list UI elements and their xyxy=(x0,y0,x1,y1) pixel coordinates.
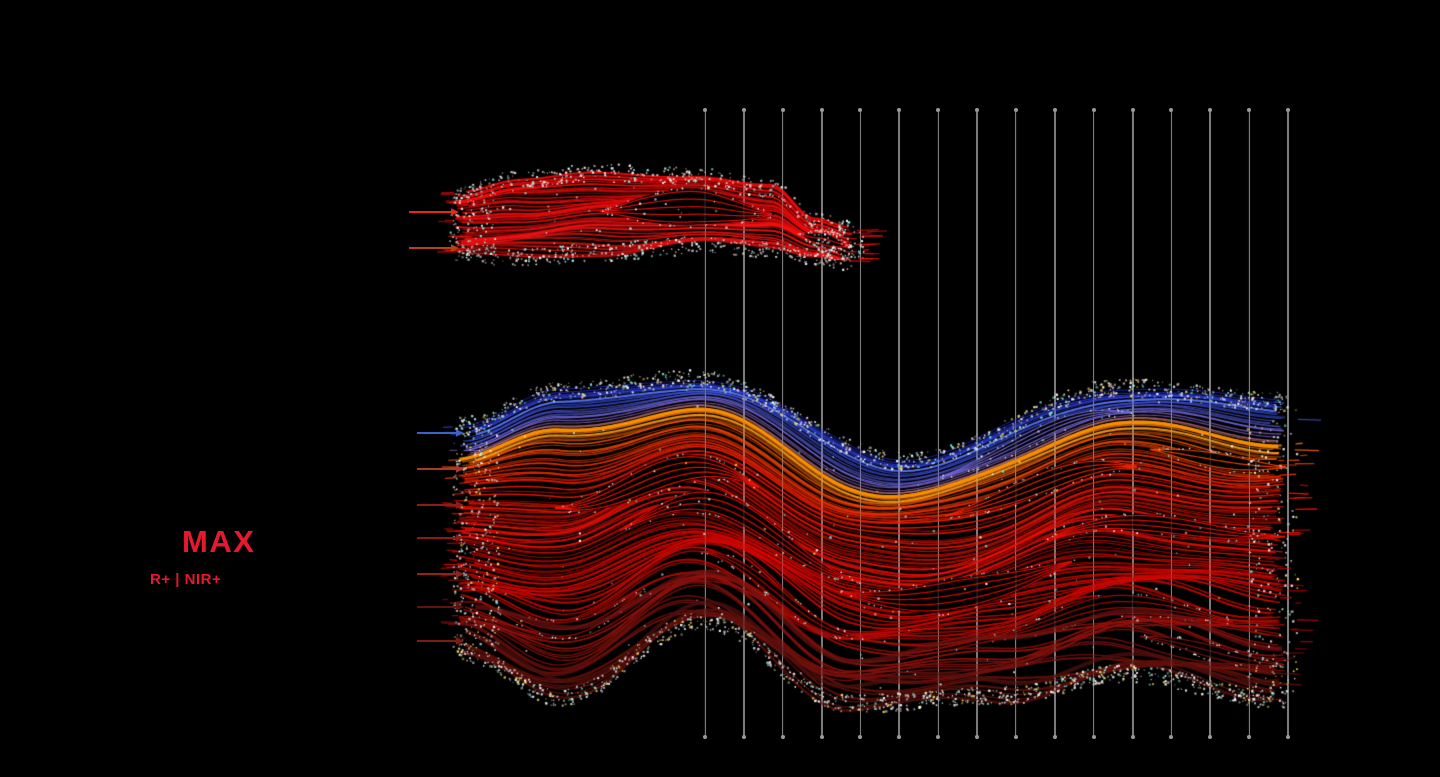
series-arrow xyxy=(417,637,464,645)
series-arrow xyxy=(417,570,464,578)
chart-subtitle: R+ | NIR+ xyxy=(150,571,222,588)
series-arrow xyxy=(417,603,464,611)
series-arrow xyxy=(409,244,459,252)
series-arrow xyxy=(417,501,464,509)
chart-title: MAX xyxy=(182,524,256,559)
series-arrow xyxy=(417,534,464,542)
series-arrow xyxy=(409,208,459,216)
series-arrow xyxy=(417,465,464,473)
series-arrow xyxy=(417,429,464,437)
